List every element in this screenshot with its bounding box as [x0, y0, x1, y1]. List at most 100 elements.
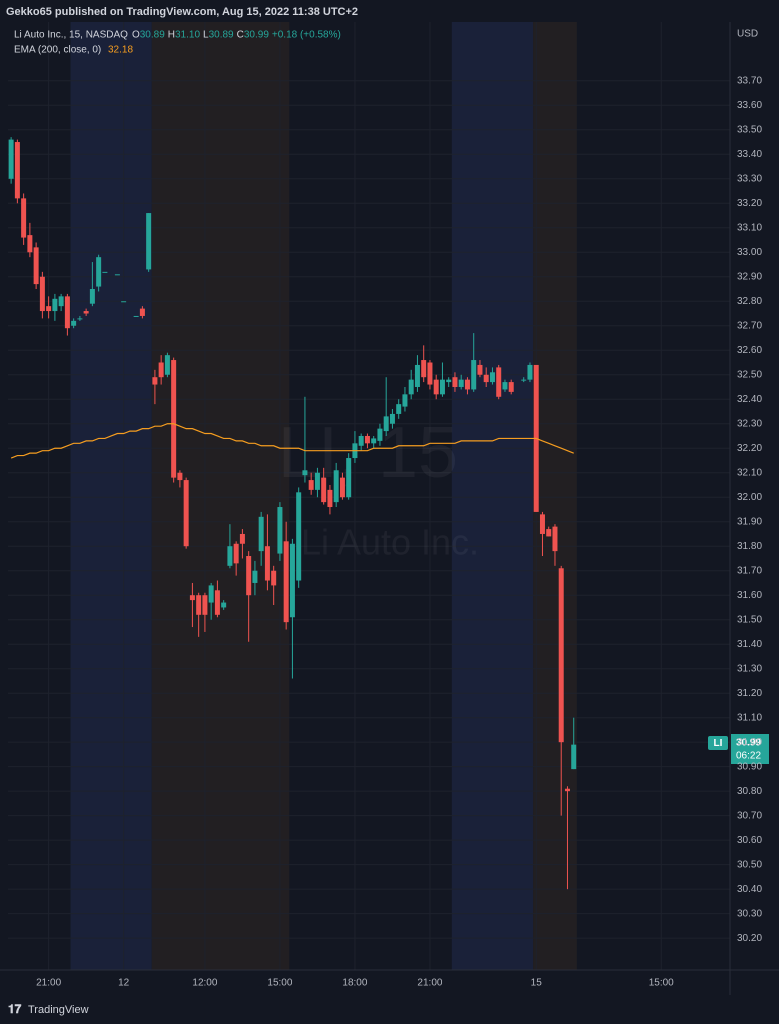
- y-tick-label: 31.60: [737, 590, 762, 601]
- candle-body: [452, 377, 458, 387]
- published-line: Gekko65 published on TradingView.com, Au…: [6, 6, 358, 18]
- candle-body: [427, 362, 433, 385]
- candle-body: [214, 590, 220, 615]
- y-tick-label: 32.60: [737, 345, 762, 356]
- candle-body: [33, 247, 39, 285]
- candle-body: [8, 139, 14, 179]
- candle-body: [283, 541, 289, 623]
- candle-body: [52, 298, 58, 312]
- y-tick-label: 32.20: [737, 443, 762, 454]
- candle-body: [64, 296, 70, 329]
- candle-body: [364, 435, 370, 444]
- candle-body: [521, 379, 527, 381]
- candle-body: [564, 788, 570, 792]
- candle-body: [477, 364, 483, 375]
- session-band: [533, 22, 577, 970]
- candle-body: [552, 526, 558, 552]
- candle-body: [189, 595, 195, 601]
- y-tick-label: 33.70: [737, 75, 762, 86]
- y-tick-label: 31.70: [737, 565, 762, 576]
- x-tick-label: 15:00: [649, 978, 674, 989]
- y-tick-label: 33.40: [737, 149, 762, 160]
- y-tick-label: 32.10: [737, 467, 762, 478]
- candle-body: [133, 315, 139, 317]
- candle-body: [289, 543, 295, 618]
- legend-key: L: [203, 30, 209, 41]
- legend-value: 30.89: [140, 30, 165, 41]
- candle-body: [371, 438, 377, 444]
- candle-body: [546, 529, 552, 537]
- price-tag-box: [731, 734, 769, 764]
- y-tick-label: 30.40: [737, 884, 762, 895]
- candle-body: [46, 306, 52, 312]
- legend-value: 30.99: [244, 30, 269, 41]
- candle-body: [239, 533, 245, 544]
- candle-body: [389, 413, 395, 424]
- indicator-value: 32.18: [108, 45, 133, 56]
- y-tick-label: 33.30: [737, 173, 762, 184]
- candle-body: [458, 379, 464, 387]
- x-tick-label: 21:00: [36, 978, 61, 989]
- price-tag-price: 30.99: [736, 738, 761, 749]
- price-tag: LI 30.99 06:22: [708, 734, 769, 764]
- candle-body: [89, 289, 95, 304]
- symbol-line: Li Auto Inc., 15, NASDAQ: [14, 30, 128, 41]
- candle-body: [227, 546, 233, 566]
- candle-body: [146, 213, 152, 270]
- candle-body: [196, 595, 202, 615]
- candle-body: [446, 379, 452, 383]
- candle-body: [396, 404, 402, 414]
- candle-body: [233, 543, 239, 564]
- candle-body: [121, 301, 127, 303]
- candle-body: [433, 379, 439, 395]
- candle-body: [177, 472, 183, 481]
- y-tick-label: 31.30: [737, 663, 762, 674]
- legend-change: +0.18 (+0.58%): [272, 30, 341, 41]
- candle-body: [346, 458, 352, 498]
- candle-body: [296, 492, 302, 581]
- candle-body: [489, 372, 495, 383]
- candle-body: [471, 360, 477, 390]
- candle-body: [208, 585, 214, 603]
- candle-body: [496, 367, 502, 397]
- session-band: [151, 22, 290, 970]
- candle-body: [114, 274, 120, 276]
- candle-body: [377, 428, 383, 441]
- candle-body: [408, 379, 414, 395]
- y-tick-label: 31.20: [737, 688, 762, 699]
- candle-body: [339, 477, 345, 498]
- candle-body: [571, 744, 577, 770]
- candle-body: [21, 198, 27, 238]
- candle-body: [333, 470, 339, 503]
- candle-body: [539, 514, 545, 534]
- candle-body: [102, 271, 108, 273]
- x-tick-label: 15: [531, 978, 543, 989]
- candle-body: [439, 379, 445, 395]
- y-tick-label: 32.80: [737, 296, 762, 307]
- candle-body: [171, 360, 177, 478]
- candle-body: [202, 595, 208, 615]
- candle-body: [58, 296, 64, 307]
- y-tick-label: 32.00: [737, 492, 762, 503]
- candle-body: [302, 470, 308, 476]
- candle-body: [27, 235, 33, 253]
- price-tag-symbol: LI: [714, 738, 723, 749]
- candle-body: [483, 374, 489, 383]
- candle-body: [183, 480, 189, 547]
- candle-body: [558, 568, 564, 743]
- legend-value: 30.89: [209, 30, 234, 41]
- y-tick-label: 31.40: [737, 639, 762, 650]
- footer: 𝟏𝟕 TradingView: [8, 1002, 89, 1016]
- candle-body: [158, 362, 164, 378]
- candle-body: [152, 377, 158, 385]
- price-tag-countdown: 06:22: [736, 751, 761, 762]
- candle-body: [314, 472, 320, 490]
- candle-body: [139, 308, 145, 316]
- y-tick-label: 31.50: [737, 614, 762, 625]
- x-tick-label: 12: [118, 978, 130, 989]
- x-tick-label: 12:00: [192, 978, 217, 989]
- legend-key: C: [237, 30, 244, 41]
- y-tick-label: 30.20: [737, 933, 762, 944]
- watermark-symbol: LI, 15: [278, 413, 458, 493]
